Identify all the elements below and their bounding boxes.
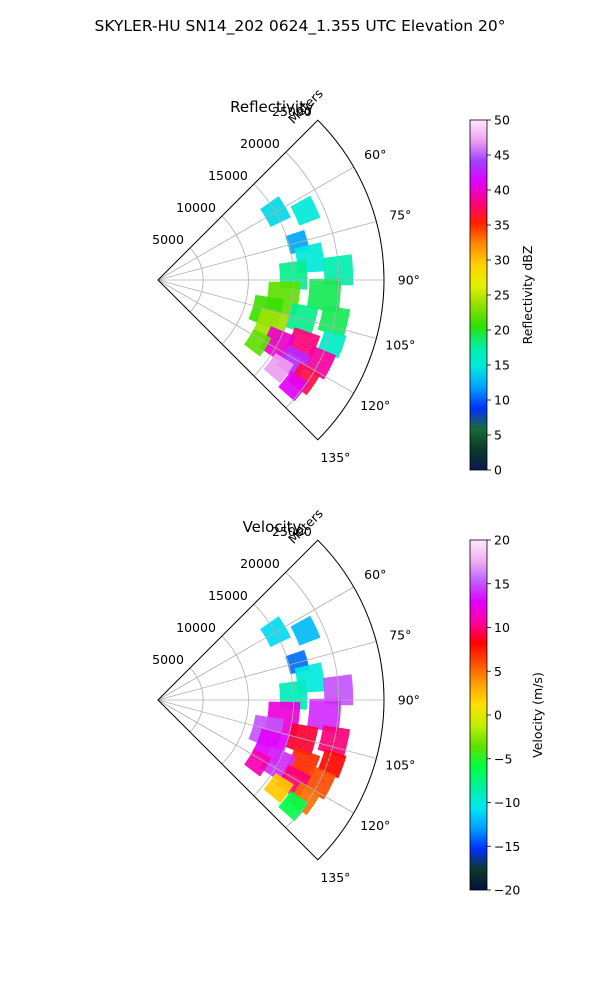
range-tick-label: 10000 bbox=[176, 200, 216, 215]
colorbar-tick-label: 15 bbox=[494, 576, 510, 591]
range-tick-label: 5000 bbox=[152, 232, 184, 247]
azimuth-tick-label: 75° bbox=[389, 628, 411, 643]
range-tick-label: 20000 bbox=[240, 136, 280, 151]
reflectivity-panel: Reflectivity 500010000150002000025000Met… bbox=[152, 86, 535, 478]
colorbar-tick-label: 45 bbox=[494, 148, 510, 163]
colorbar-tick-label: 0 bbox=[494, 463, 502, 478]
colorbar-tick-label: 20 bbox=[494, 533, 510, 548]
azimuth-spoke bbox=[157, 279, 377, 339]
data-cell bbox=[290, 195, 321, 226]
range-tick-label: 25000 bbox=[272, 104, 312, 119]
data-cell bbox=[285, 723, 319, 757]
azimuth-tick-label: 60° bbox=[364, 147, 386, 162]
colorbar-tick-label: 35 bbox=[494, 218, 510, 233]
colorbar-tick-label: 0 bbox=[494, 708, 502, 723]
colorbar-tick-label: 20 bbox=[494, 323, 510, 338]
data-cell bbox=[278, 370, 309, 402]
azimuth-spoke bbox=[157, 166, 354, 281]
azimuth-tick-label: 75° bbox=[389, 208, 411, 223]
range-tick-label: 15000 bbox=[208, 168, 248, 183]
data-cell bbox=[263, 352, 294, 384]
data-cell bbox=[263, 772, 294, 804]
figure-title: SKYLER-HU SN14_202 0624_1.355 UTC Elevat… bbox=[95, 17, 506, 36]
data-cell bbox=[290, 615, 321, 646]
colorbar-tick-label: 5 bbox=[494, 428, 502, 443]
data-cell bbox=[322, 674, 354, 706]
reflectivity-colorbar-label: Reflectivity dBZ bbox=[520, 246, 535, 345]
sector-outline bbox=[157, 119, 385, 441]
data-cell bbox=[278, 790, 309, 822]
colorbar-tick-label: 10 bbox=[494, 620, 510, 635]
colorbar-scale bbox=[469, 119, 488, 471]
colorbar-tick-label: −5 bbox=[494, 751, 512, 766]
range-tick-label: 5000 bbox=[152, 652, 184, 667]
azimuth-tick-label: 120° bbox=[360, 818, 390, 833]
velocity-panel: Velocity 500010000150002000025000Meters6… bbox=[152, 506, 545, 898]
reflectivity-sector: 500010000150002000025000Meters60°75°90°1… bbox=[152, 86, 420, 465]
data-cell bbox=[285, 303, 319, 337]
colorbar-tick-label: −15 bbox=[494, 839, 520, 854]
azimuth-tick-label: 60° bbox=[364, 567, 386, 582]
colorbar-tick-label: −20 bbox=[494, 883, 520, 898]
data-cell bbox=[244, 749, 272, 777]
azimuth-tick-label: 105° bbox=[385, 757, 415, 772]
colorbar-tick-label: 50 bbox=[494, 113, 510, 128]
colorbar-tick-label: 25 bbox=[494, 288, 510, 303]
azimuth-tick-label: 105° bbox=[385, 337, 415, 352]
azimuth-tick-label: 90° bbox=[398, 693, 420, 708]
velocity-colorbar-label: Velocity (m/s) bbox=[530, 672, 545, 758]
azimuth-spoke bbox=[157, 699, 354, 814]
colorbar-tick-label: 15 bbox=[494, 358, 510, 373]
data-cell bbox=[322, 254, 354, 286]
colorbar-tick-label: 10 bbox=[494, 393, 510, 408]
reflectivity-title: Reflectivity bbox=[230, 98, 314, 116]
data-cell bbox=[244, 329, 272, 357]
azimuth-spoke bbox=[157, 699, 377, 759]
velocity-title: Velocity bbox=[243, 518, 302, 536]
colorbar-tick-label: 30 bbox=[494, 253, 510, 268]
velocity-colorbar: −20 −15 −10 −5 0 5 10 15 20 bbox=[469, 533, 520, 898]
azimuth-spoke bbox=[157, 641, 377, 701]
sector-outline bbox=[157, 539, 385, 861]
azimuth-spoke bbox=[157, 279, 354, 394]
azimuth-tick-label: 120° bbox=[360, 398, 390, 413]
azimuth-tick-label: 90° bbox=[398, 273, 420, 288]
range-tick-label: 15000 bbox=[208, 588, 248, 603]
azimuth-spoke bbox=[157, 221, 377, 281]
data-cell bbox=[306, 698, 342, 734]
colorbar-scale bbox=[469, 539, 488, 891]
azimuth-spoke bbox=[157, 586, 354, 701]
colorbar-tick-label: 5 bbox=[494, 664, 502, 679]
range-tick-label: 25000 bbox=[272, 524, 312, 539]
range-tick-label: 20000 bbox=[240, 556, 280, 571]
data-cell bbox=[306, 278, 342, 314]
range-tick-label: 10000 bbox=[176, 620, 216, 635]
azimuth-tick-label: 135° bbox=[320, 450, 350, 465]
reflectivity-colorbar: 0 5 10 15 20 25 30 35 40 45 50 bbox=[469, 113, 510, 478]
azimuth-tick-label: 135° bbox=[320, 870, 350, 885]
velocity-sector: 500010000150002000025000Meters60°75°90°1… bbox=[152, 506, 420, 885]
colorbar-tick-label: 40 bbox=[494, 183, 510, 198]
colorbar-tick-label: −10 bbox=[494, 795, 520, 810]
